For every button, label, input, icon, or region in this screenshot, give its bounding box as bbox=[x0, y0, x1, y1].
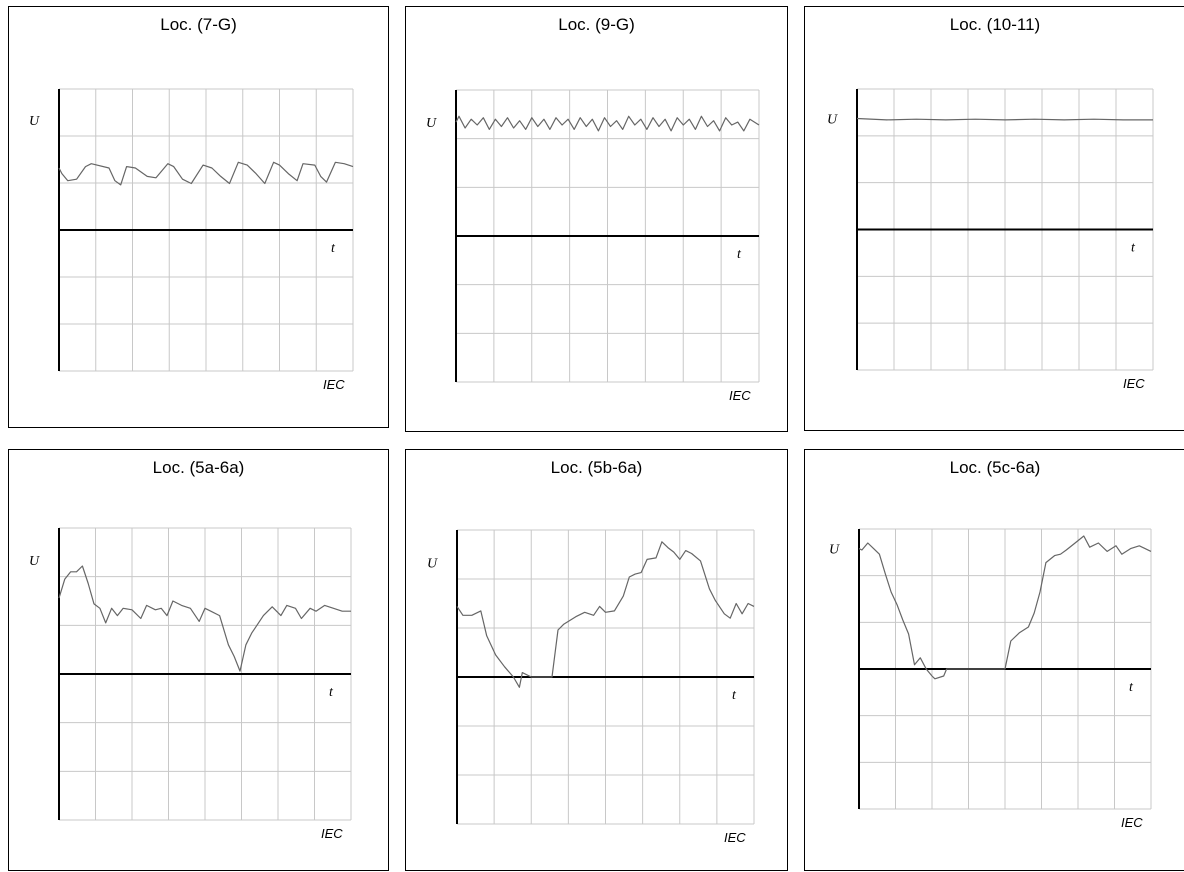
oscilloscope-plot: Ut IEC bbox=[29, 527, 352, 841]
signal-trace bbox=[455, 115, 760, 132]
iec-mark: IEC bbox=[724, 830, 746, 845]
y-axis-label: U bbox=[827, 113, 838, 128]
signal-trace bbox=[858, 535, 1152, 680]
signal-trace bbox=[58, 161, 354, 186]
y-axis-label: U bbox=[29, 114, 40, 129]
x-axis-label: t bbox=[732, 688, 737, 703]
panel-title: Loc. (10-11) bbox=[949, 15, 1041, 34]
panel-title: Loc. (7-G) bbox=[160, 15, 237, 34]
signal-trace bbox=[856, 117, 1153, 121]
iec-mark: IEC bbox=[729, 388, 751, 403]
x-axis-label: t bbox=[331, 241, 336, 256]
iec-mark: IEC bbox=[321, 826, 343, 841]
iec-mark: IEC bbox=[1121, 815, 1143, 830]
oscilloscope-plot: Ut IEC bbox=[29, 88, 354, 392]
x-axis-label: t bbox=[1131, 241, 1136, 256]
oscilloscope-plot: Ut IEC bbox=[829, 528, 1152, 830]
x-axis-label: t bbox=[737, 247, 742, 262]
signal-trace bbox=[456, 541, 755, 688]
iec-mark: IEC bbox=[1123, 376, 1145, 391]
signal-trace bbox=[58, 565, 351, 672]
x-axis-label: t bbox=[329, 685, 334, 700]
oscilloscope-plot: Ut IEC bbox=[427, 529, 755, 845]
oscilloscope-plot: Ut IEC bbox=[426, 89, 760, 403]
panel-title: Loc. (5a-6a) bbox=[152, 458, 245, 477]
panel-title: Loc. (5c-6a) bbox=[949, 458, 1041, 477]
y-axis-label: U bbox=[426, 116, 437, 131]
panel-title: Loc. (9-G) bbox=[558, 15, 635, 34]
panel-title: Loc. (5b-6a) bbox=[550, 458, 643, 477]
iec-mark: IEC bbox=[323, 377, 345, 392]
y-axis-label: U bbox=[829, 543, 840, 558]
y-axis-label: U bbox=[427, 556, 438, 571]
oscilloscope-plot: Ut IEC bbox=[827, 88, 1154, 391]
y-axis-label: U bbox=[29, 554, 40, 569]
x-axis-label: t bbox=[1129, 680, 1134, 695]
